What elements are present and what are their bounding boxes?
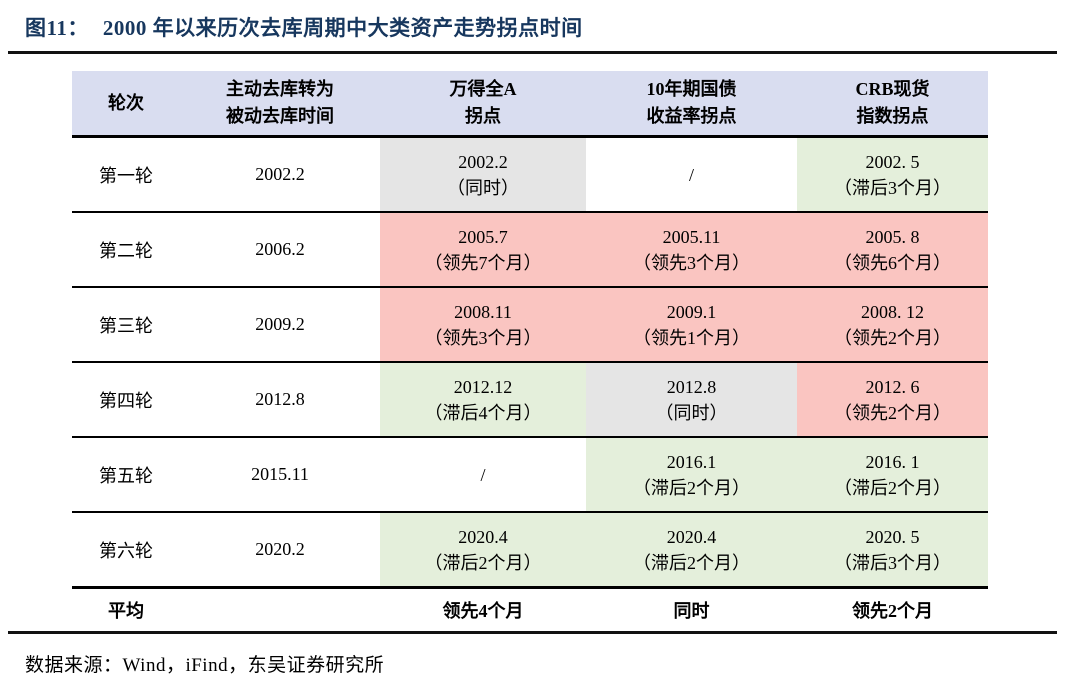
title-rule — [8, 51, 1057, 54]
turning-points-table: 轮次 主动去库转为 被动去库时间 万得全A 拐点 10年期国债 收益率拐点 CR… — [72, 71, 988, 631]
crb-cell: 2020. 5 （滞后3个月） — [797, 512, 988, 589]
bond-cell: 2016.1 （滞后2个月） — [586, 437, 797, 513]
bond-cell: 2009.1 （领先1个月） — [586, 287, 797, 363]
wind-a-cell: / — [380, 437, 586, 513]
shift-date-cell: 2020.2 — [180, 512, 380, 589]
table-row: 第六轮 2020.2 2020.4 （滞后2个月） 2020.4 （滞后2个月）… — [72, 512, 988, 589]
crb-cell: 2016. 1 （滞后2个月） — [797, 437, 988, 513]
crb-cell: 2005. 8 （领先6个月） — [797, 212, 988, 288]
wind-a-cell: 2005.7 （领先7个月） — [380, 212, 586, 288]
column-header-shift-date: 主动去库转为 被动去库时间 — [180, 71, 380, 138]
shift-date-cell — [180, 586, 380, 631]
shift-date-cell: 2015.11 — [180, 437, 380, 513]
figure-label: 图11： — [25, 16, 89, 40]
shift-date-cell: 2006.2 — [180, 212, 380, 288]
wind-a-cell: 2012.12 （滞后4个月） — [380, 362, 586, 438]
round-cell: 第四轮 — [72, 362, 180, 438]
bond-cell: 2005.11 （领先3个月） — [586, 212, 797, 288]
shift-date-cell: 2002.2 — [180, 136, 380, 213]
round-cell: 第六轮 — [72, 512, 180, 589]
bond-cell: 2020.4 （滞后2个月） — [586, 512, 797, 589]
figure-title: 图11： 2000 年以来历次去库周期中大类资产走势拐点时间 — [25, 12, 1080, 42]
round-cell: 第二轮 — [72, 212, 180, 288]
wind-a-cell: 2002.2 （同时） — [380, 136, 586, 213]
round-cell: 第五轮 — [72, 437, 180, 513]
round-cell: 第一轮 — [72, 136, 180, 213]
column-header-bond-yield: 10年期国债 收益率拐点 — [586, 71, 797, 138]
wind-a-cell: 2020.4 （滞后2个月） — [380, 512, 586, 589]
wind-a-cell: 2008.11 （领先3个月） — [380, 287, 586, 363]
crb-cell: 2002. 5 （滞后3个月） — [797, 136, 988, 213]
bond-cell: / — [586, 136, 797, 213]
crb-cell: 2012. 6 （领先2个月） — [797, 362, 988, 438]
bond-cell: 同时 — [586, 586, 797, 631]
table-row: 第三轮 2009.2 2008.11 （领先3个月） 2009.1 （领先1个月… — [72, 287, 988, 363]
header-row: 轮次 主动去库转为 被动去库时间 万得全A 拐点 10年期国债 收益率拐点 CR… — [72, 71, 988, 138]
bond-cell: 2012.8 （同时） — [586, 362, 797, 438]
crb-cell: 领先2个月 — [797, 586, 988, 631]
table-bottom-rule — [8, 631, 1057, 634]
table-row: 第四轮 2012.8 2012.12 （滞后4个月） 2012.8 （同时） 2… — [72, 362, 988, 438]
average-row: 平均 领先4个月 同时 领先2个月 — [72, 586, 988, 631]
column-header-crb: CRB现货 指数拐点 — [797, 71, 988, 138]
table-row: 第二轮 2006.2 2005.7 （领先7个月） 2005.11 （领先3个月… — [72, 212, 988, 288]
shift-date-cell: 2012.8 — [180, 362, 380, 438]
figure-title-text: 2000 年以来历次去库周期中大类资产走势拐点时间 — [102, 16, 583, 40]
wind-a-cell: 领先4个月 — [380, 586, 586, 631]
column-header-round: 轮次 — [72, 71, 180, 138]
data-source: 数据来源：Wind，iFind，东吴证券研究所 — [25, 655, 385, 676]
round-cell: 第三轮 — [72, 287, 180, 363]
table-row: 第五轮 2015.11 / 2016.1 （滞后2个月） 2016. 1 （滞后… — [72, 437, 988, 513]
column-header-wind-a: 万得全A 拐点 — [380, 71, 586, 138]
shift-date-cell: 2009.2 — [180, 287, 380, 363]
table-row: 第一轮 2002.2 2002.2 （同时） / 2002. 5 （滞后3个月） — [72, 136, 988, 213]
round-cell: 平均 — [72, 586, 180, 631]
crb-cell: 2008. 12 （领先2个月） — [797, 287, 988, 363]
